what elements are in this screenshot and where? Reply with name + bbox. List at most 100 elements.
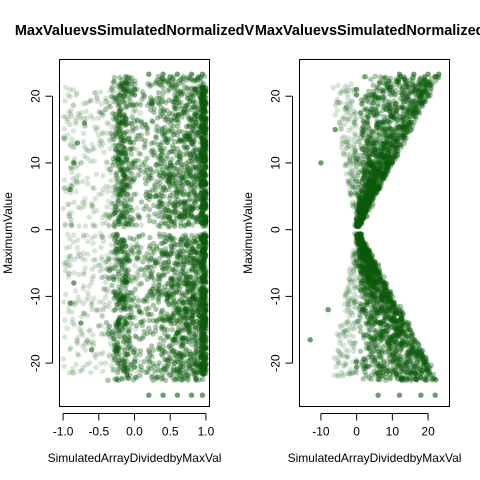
left-data-point (118, 166, 124, 172)
left-data-point (67, 141, 73, 147)
left-data-point (138, 167, 144, 174)
left-data-point (181, 110, 188, 116)
left-data-point (198, 287, 204, 293)
left-data-point (192, 164, 199, 171)
left-data-point (185, 216, 192, 222)
left-data-point (203, 114, 209, 121)
left-data-point (193, 103, 199, 109)
left-data-point (123, 82, 130, 88)
left-data-point (203, 315, 209, 322)
left-data-point (119, 82, 125, 89)
left-data-point (122, 271, 128, 278)
left-data-point (180, 90, 186, 97)
left-data-point (174, 287, 180, 293)
left-data-point (113, 248, 119, 255)
left-data-point (203, 325, 209, 331)
left-data-point (126, 326, 133, 332)
left-data-point (190, 136, 196, 143)
left-data-point (187, 135, 193, 142)
left-data-point (119, 344, 126, 351)
left-data-point (79, 199, 86, 206)
left-data-point (92, 233, 98, 239)
left-data-point (181, 215, 187, 221)
left-data-point (201, 335, 207, 341)
left-data-point (200, 266, 207, 273)
left-data-point (202, 255, 208, 261)
left-data-point (201, 272, 208, 278)
left-data-point (199, 135, 205, 141)
left-data-point (189, 117, 195, 123)
left-data-point (82, 310, 88, 317)
left-data-point (158, 77, 165, 83)
left-data-point (157, 144, 163, 151)
left-data-point (122, 135, 128, 141)
left-data-point (203, 322, 209, 328)
left-data-point (194, 369, 200, 376)
left-data-point (203, 317, 209, 323)
left-data-point (186, 255, 192, 262)
left-data-point (199, 128, 205, 134)
left-data-point (88, 369, 94, 376)
left-data-point (188, 210, 194, 217)
left-data-point (202, 264, 208, 270)
left-data-point (120, 171, 127, 178)
left-data-point (136, 363, 142, 369)
left-data-point (117, 221, 123, 227)
left-data-point (189, 245, 195, 251)
left-data-point (197, 350, 203, 357)
left-data-point (128, 304, 134, 311)
left-data-point (137, 319, 144, 326)
left-data-point (182, 213, 188, 220)
left-data-point (200, 292, 206, 298)
left-data-point (200, 179, 207, 185)
left-data-point (174, 302, 180, 308)
left-data-point (184, 257, 191, 263)
left-data-point (166, 232, 172, 239)
left-data-point (162, 206, 168, 213)
left-data-point (111, 342, 118, 348)
left-data-point (115, 159, 121, 165)
left-data-point (156, 90, 162, 96)
left-data-point (182, 208, 188, 214)
left-data-point (192, 85, 198, 92)
left-data-point (188, 240, 194, 247)
left-data-point (198, 114, 204, 120)
left-data-point (157, 147, 163, 153)
left-data-point (186, 328, 192, 334)
left-data-point (184, 323, 190, 329)
left-data-point (191, 153, 197, 159)
left-data-point (203, 267, 209, 273)
left-data-point (199, 324, 206, 330)
left-data-point (159, 131, 166, 137)
left-data-point (169, 276, 175, 282)
left-data-point (193, 357, 200, 363)
left-data-point (202, 105, 208, 111)
left-data-point (97, 89, 104, 95)
left-data-point (127, 247, 133, 253)
left-data-point (169, 348, 175, 355)
left-data-point (161, 272, 168, 278)
left-data-point (176, 306, 182, 312)
left-data-point (190, 238, 196, 244)
left-data-point (155, 73, 162, 80)
left-data-point (199, 326, 205, 332)
left-data-point (194, 90, 200, 96)
left-data-point (150, 240, 157, 247)
left-data-point (110, 136, 117, 142)
left-data-point (121, 138, 127, 144)
left-data-point (125, 217, 131, 224)
left-data-point (117, 107, 123, 113)
left-data-point (163, 210, 169, 216)
left-data-point (199, 190, 205, 196)
left-data-point (70, 176, 76, 182)
left-data-point (136, 309, 143, 315)
left-data-point (195, 258, 201, 264)
left-data-point (69, 164, 75, 171)
left-data-point (200, 293, 206, 300)
left-data-point (161, 366, 167, 373)
left-data-point (202, 259, 208, 265)
left-data-point (166, 372, 173, 379)
left-data-point (70, 145, 76, 151)
left-data-point (183, 130, 189, 136)
left-data-point (117, 157, 123, 163)
